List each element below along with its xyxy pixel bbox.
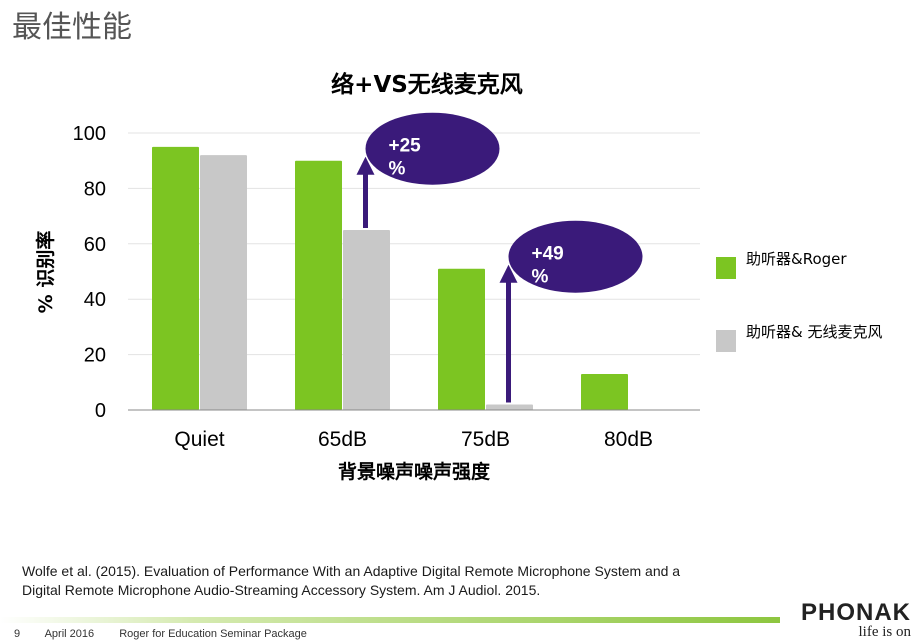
citation-line-2: Digital Remote Microphone Audio-Streamin… — [22, 582, 541, 598]
phonak-logo: PHONAK life is on — [801, 601, 911, 640]
x-tick-label-80dB: 80dB — [604, 428, 653, 451]
y-tick-label-20: 20 — [84, 345, 106, 367]
bars — [152, 146, 628, 410]
logo-brand: PHONAK — [800, 599, 911, 626]
y-axis-ticks: 0 20 40 60 80 100 — [73, 123, 106, 422]
y-axis-title: % 识别率 — [34, 231, 57, 314]
bar-65dB-series-0 — [295, 160, 342, 410]
gain-label-1: +49 — [532, 244, 564, 265]
annotations: +25%+49% — [356, 112, 643, 403]
footer-divider — [0, 617, 780, 623]
logo-tagline: life is on — [858, 624, 912, 640]
bar-Quiet-series-1 — [200, 155, 247, 410]
legend-swatch-0 — [716, 257, 736, 279]
footer: 9 April 2016 Roger for Education Seminar… — [14, 628, 329, 640]
y-tick-label-80: 80 — [84, 178, 106, 200]
legend-label-0: 助听器&Roger — [746, 250, 847, 268]
arrow-head-1 — [499, 264, 518, 283]
citation: Wolfe et al. (2015). Evaluation of Perfo… — [22, 562, 822, 600]
chart-title: 络+VS无线麦克风 — [331, 71, 523, 98]
bar-75dB-series-0 — [438, 268, 485, 410]
gain-unit-0: % — [389, 159, 406, 180]
gain-bubble-0 — [365, 112, 500, 185]
x-tick-label-75dB: 75dB — [461, 428, 510, 451]
bar-80dB-series-0 — [581, 373, 628, 410]
legend-swatch-1 — [716, 330, 736, 352]
x-tick-label-65dB: 65dB — [318, 428, 367, 451]
legend-label-1: 助听器& 无线麦克风 — [746, 323, 882, 341]
bar-65dB-series-1 — [343, 229, 390, 410]
gain-bubble-1 — [508, 220, 643, 293]
x-tick-label-Quiet: Quiet — [174, 428, 224, 451]
x-axis-title: 背景噪声噪声强度 — [338, 460, 491, 483]
y-tick-label-40: 40 — [84, 289, 106, 311]
legend: 助听器&Roger 助听器& 无线麦克风 — [716, 250, 882, 352]
page-number: 9 — [14, 628, 21, 640]
y-tick-label-100: 100 — [73, 123, 106, 145]
footer-package: Roger for Education Seminar Package — [119, 628, 307, 640]
y-tick-label-60: 60 — [84, 234, 106, 256]
bar-75dB-series-1 — [486, 404, 533, 410]
y-tick-label-0: 0 — [95, 400, 106, 422]
gain-label-0: +25 — [389, 136, 422, 157]
footer-date: April 2016 — [44, 628, 95, 640]
slide-title: 最佳性能 — [12, 10, 132, 45]
bar-Quiet-series-0 — [152, 146, 199, 410]
gain-unit-1: % — [532, 267, 549, 288]
x-axis-ticks: Quiet 65dB 75dB 80dB — [174, 428, 653, 451]
arrow-head-0 — [356, 156, 375, 175]
citation-line-1: Wolfe et al. (2015). Evaluation of Perfo… — [22, 563, 681, 579]
